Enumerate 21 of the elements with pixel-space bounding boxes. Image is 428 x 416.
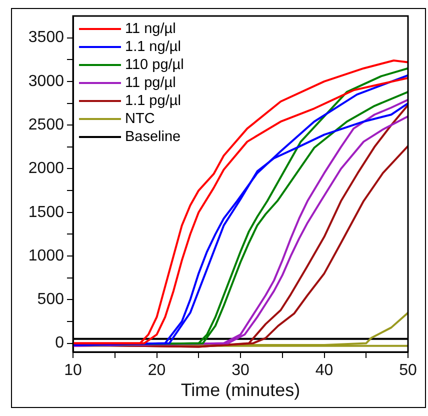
legend-label: 11 ng/µl (125, 20, 176, 38)
legend-label: 110 pg/µl (125, 56, 184, 74)
x-tick-label: 10 (64, 362, 82, 380)
y-tick-label: 2500 (28, 116, 64, 134)
y-tick-label: 1500 (28, 204, 64, 221)
x-tick-label: 50 (399, 362, 417, 380)
legend-label: 11 pg/µl (125, 74, 176, 92)
y-tick-label: 3000 (28, 72, 64, 90)
y-tick-label: 2000 (28, 160, 64, 178)
x-tick-label: 40 (315, 362, 334, 380)
x-tick-label: 30 (232, 362, 250, 380)
y-tick-label: 3500 (28, 29, 64, 46)
y-tick-label: 0 (55, 334, 64, 352)
legend-label: Baseline (125, 128, 181, 146)
legend-label: NTC (125, 110, 155, 128)
x-tick-label: 20 (148, 362, 166, 380)
legend-label: 1.1 ng/µl (125, 38, 181, 56)
y-tick-label: 1000 (28, 247, 64, 264)
y-tick-label: 500 (37, 291, 64, 308)
legend-label: 1.1 pg/µl (125, 92, 181, 110)
x-axis-title: Time (minutes) (180, 380, 300, 400)
